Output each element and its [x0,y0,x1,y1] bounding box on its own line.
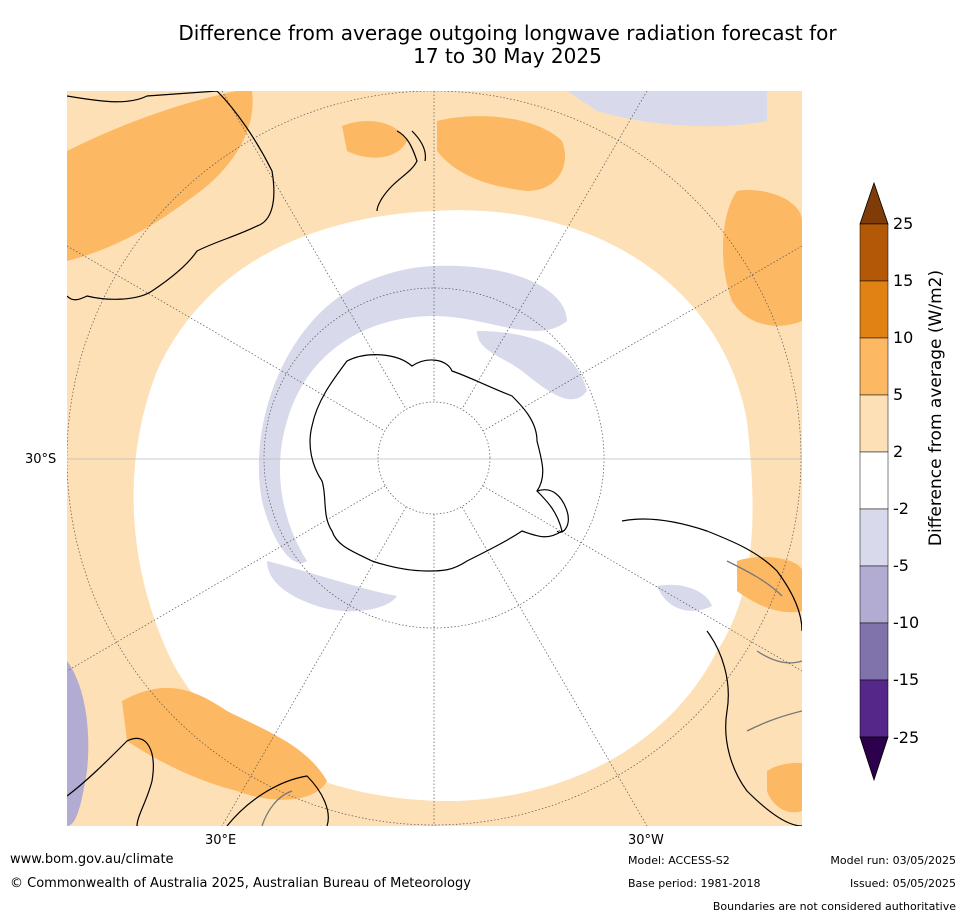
footer-issued: Issued: 05/05/2025 [849,877,956,890]
colorbar-bin-minus10-minus15 [859,622,889,681]
polar-map [67,91,802,826]
footer-copyright: © Commonwealth of Australia 2025, Austra… [10,876,471,891]
lon-label-30w: 30°W [628,833,664,848]
anomaly-patch-lavender-3 [267,561,397,612]
colorbar-label-minus2: -2 [893,499,909,518]
colorbar-svg [859,181,889,782]
footer-model-run: Model run: 03/05/2025 [830,854,956,867]
antarctica-outline [309,354,563,572]
lon-label-30e: 30°E [205,833,237,848]
anomaly-patch-purple-sw [67,661,89,826]
chart-title: Difference from average outgoing longwav… [60,22,955,68]
colorbar-label-5: 5 [893,385,904,404]
longitude-lines [67,91,802,826]
colorbar-bin-5-10 [859,337,889,396]
anomaly-patch-orange-nw [67,91,253,261]
country-borders [261,560,802,826]
anomaly-patch-orange-n [437,116,566,191]
colorbar-label-minus15: -15 [893,670,920,689]
colorbar-title: Difference from average (W/m2) [926,269,946,547]
colorbar-extend-top [859,181,889,225]
new-zealand-outline [376,130,427,212]
africa-outline [67,737,329,826]
colorbar-label-minus5: -5 [893,556,909,575]
colorbar-bin-15-25 [859,223,889,282]
colorbar-bin-minus2-minus5 [859,508,889,567]
anomaly-patch-orange-se2 [767,762,802,813]
footer-model: Model: ACCESS-S2 [628,854,730,867]
colorbar-bin-10-15 [859,280,889,339]
anomaly-patch-orange-nz [342,121,407,158]
colorbar-bin-2-5 [859,394,889,453]
anomaly-patch-orange-ne [722,190,802,326]
anomaly-patch-lavender-5 [657,584,712,611]
footer-base-period: Base period: 1981-2018 [628,877,761,890]
anomaly-patch-lavender-4 [567,91,767,127]
lat-label-30s: 30°S [25,452,57,467]
colorbar-label-25: 25 [893,214,914,233]
map-svg [67,91,802,826]
footer-website[interactable]: www.bom.gov.au/climate [10,852,174,867]
antarctic-peninsula-outline [536,489,569,533]
colorbar-label-minus10: -10 [893,613,920,632]
australia-outline [67,91,275,301]
colorbar-label-minus25: -25 [893,728,920,747]
colorbar-bin-neutral [859,451,889,510]
footer-boundaries-note: Boundaries are not considered authoritat… [712,900,956,913]
colorbar-bin-minus15-minus25 [859,679,889,738]
colorbar-label-2: 2 [893,442,904,461]
anomaly-patch-orange-sw [122,687,327,800]
colorbar-label-10: 10 [893,328,914,347]
anomaly-patch-lavender-2 [477,331,587,400]
south-america-outline [621,518,802,826]
colorbar [850,180,960,790]
anomaly-patch-lavender-ring [258,265,567,563]
title-line-2: 17 to 30 May 2025 [413,44,602,68]
colorbar-label-15: 15 [893,271,914,290]
title-line-1: Difference from average outgoing longwav… [178,21,837,45]
colorbar-bin-minus5-minus10 [859,565,889,624]
colorbar-extend-bottom [859,736,889,782]
